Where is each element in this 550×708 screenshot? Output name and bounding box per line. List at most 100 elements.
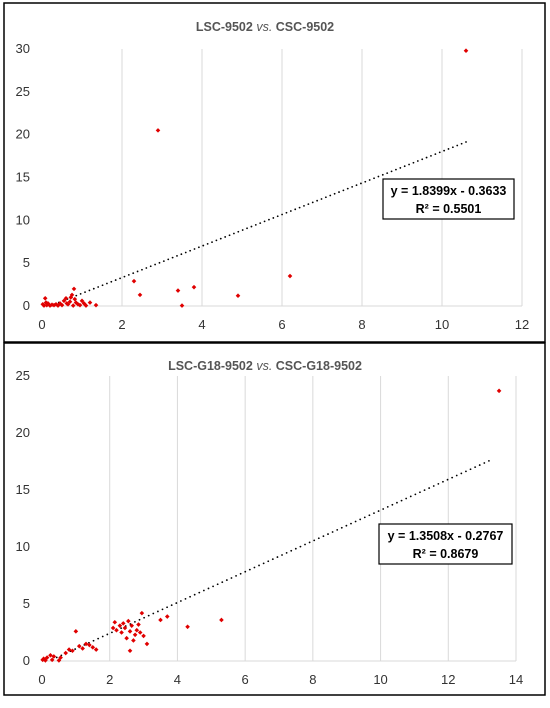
trendline-dot bbox=[248, 568, 251, 571]
trendline-dot bbox=[381, 173, 384, 176]
data-point bbox=[63, 295, 69, 301]
data-point bbox=[79, 298, 85, 304]
trendline-dot bbox=[419, 491, 421, 494]
r-squared-text: R² = 0.8679 bbox=[413, 547, 479, 561]
x-tick-label: 0 bbox=[38, 317, 45, 332]
trendline-dot bbox=[136, 270, 139, 273]
data-point bbox=[53, 301, 59, 307]
y-tick-label: 25 bbox=[16, 368, 30, 383]
data-point bbox=[155, 128, 161, 133]
y-tick-label: 20 bbox=[16, 425, 30, 440]
trendline-dot bbox=[111, 631, 113, 634]
x-tick-label: 6 bbox=[242, 672, 249, 687]
trendline-dot bbox=[281, 554, 283, 556]
trendline-dot bbox=[197, 246, 200, 249]
trendline-dot bbox=[331, 531, 334, 533]
trendline-dot bbox=[145, 267, 148, 269]
y-tick-label: 15 bbox=[16, 482, 30, 497]
trendline-dot bbox=[333, 192, 336, 195]
trendline-dot bbox=[202, 244, 205, 247]
panel-frame bbox=[3, 342, 546, 696]
data-point bbox=[119, 630, 124, 635]
trendline-dot bbox=[313, 539, 316, 542]
trendline-dot bbox=[451, 476, 454, 479]
data-point bbox=[131, 278, 137, 284]
trendline-dot bbox=[276, 556, 279, 558]
x-tick-label: 2 bbox=[118, 317, 125, 332]
trendline-dot bbox=[386, 505, 389, 508]
data-point bbox=[70, 648, 75, 654]
equation-text: y = 1.3508x - 0.2767 bbox=[388, 529, 504, 543]
trendline-dot bbox=[184, 597, 187, 600]
x-tick-label: 8 bbox=[309, 672, 316, 687]
data-point bbox=[164, 614, 170, 619]
trendline-dot bbox=[267, 560, 270, 563]
trendline-dot bbox=[253, 566, 256, 569]
trendline-dot bbox=[416, 160, 419, 162]
trendline-dot bbox=[55, 656, 58, 659]
x-tick-labels: 0 2 4 6 8 10 12 bbox=[38, 317, 529, 332]
trendline-dot bbox=[170, 604, 173, 607]
trendline-dot bbox=[262, 562, 265, 565]
data-point bbox=[70, 303, 76, 308]
trendline-dot bbox=[219, 237, 222, 240]
trendline-dot bbox=[322, 535, 325, 538]
trendline-dot bbox=[340, 526, 343, 529]
trendline-dot bbox=[276, 215, 279, 218]
data-point bbox=[80, 646, 85, 651]
trendline-dot bbox=[351, 186, 354, 188]
trendline-dot bbox=[132, 272, 135, 275]
trendline-dot bbox=[101, 635, 104, 638]
data-points bbox=[40, 48, 469, 308]
data-point bbox=[137, 630, 143, 635]
trendline-dot bbox=[166, 606, 168, 609]
trendline-dot bbox=[235, 574, 237, 577]
trendline-dot bbox=[465, 470, 467, 473]
data-point bbox=[235, 293, 241, 299]
data-point bbox=[55, 303, 61, 308]
trendline-dot bbox=[101, 284, 104, 287]
trendline-dot bbox=[395, 168, 397, 171]
y-tick-label: 0 bbox=[23, 653, 30, 668]
y-tick-label: 20 bbox=[16, 127, 30, 142]
trendline-dot bbox=[263, 220, 266, 223]
data-point bbox=[287, 273, 293, 279]
trendline-dot bbox=[483, 462, 486, 464]
trendline-dot bbox=[84, 291, 86, 294]
data-point bbox=[43, 300, 49, 305]
trendline-dot bbox=[386, 172, 389, 174]
data-point bbox=[58, 655, 63, 660]
data-point bbox=[44, 655, 50, 660]
trendline-dot bbox=[212, 585, 214, 588]
panel-frame bbox=[3, 2, 546, 343]
trendline-dot bbox=[412, 161, 415, 164]
trendline-dot bbox=[355, 184, 358, 187]
trendline-dot bbox=[425, 156, 428, 159]
data-point bbox=[57, 301, 63, 306]
trendline-dot bbox=[225, 579, 228, 581]
trendline-dot bbox=[354, 520, 357, 523]
trendline-dot bbox=[239, 572, 242, 575]
trendline-dot bbox=[346, 187, 349, 190]
trendline-dot bbox=[391, 503, 394, 506]
data-point bbox=[463, 48, 469, 54]
data-point bbox=[77, 302, 83, 308]
trendline-dot bbox=[211, 241, 213, 244]
trendline-dot bbox=[189, 249, 192, 252]
trendline-dot bbox=[259, 222, 262, 225]
trendline-dot bbox=[290, 549, 293, 552]
data-point bbox=[72, 296, 78, 302]
data-point bbox=[41, 303, 47, 308]
data-point bbox=[87, 642, 92, 648]
trendline-dot bbox=[399, 167, 402, 169]
data-point bbox=[136, 622, 141, 627]
trendline-dot bbox=[317, 537, 320, 540]
data-point bbox=[112, 619, 118, 625]
r-squared-text: R² = 0.5501 bbox=[416, 202, 482, 216]
x-tick-label: 0 bbox=[38, 672, 45, 687]
data-point bbox=[45, 301, 51, 306]
data-point bbox=[69, 292, 75, 298]
trendline-dot bbox=[460, 472, 463, 475]
trendline-dot bbox=[414, 493, 417, 496]
trendline-dot bbox=[308, 541, 311, 544]
